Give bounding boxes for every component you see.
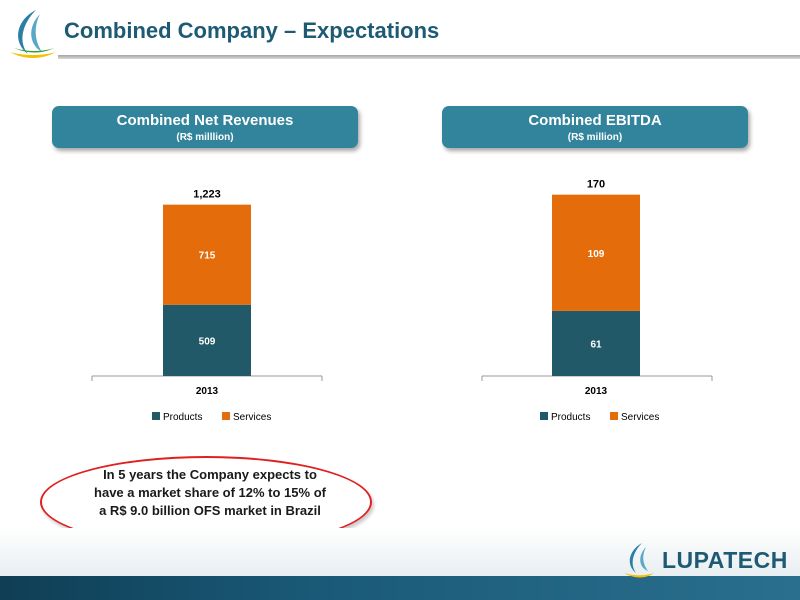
brand-swoosh-icon — [624, 543, 654, 578]
x-tick-label: 2013 — [585, 386, 608, 397]
ebitda-header-title: Combined EBITDA — [528, 112, 662, 129]
legend-label-products: Products — [551, 412, 590, 423]
brand-logo: LUPATECH — [622, 540, 788, 580]
legend-swatch-products — [152, 412, 160, 420]
lupatech-logo-icon — [10, 10, 56, 58]
bar-total-label: 170 — [587, 179, 605, 191]
bar-segment-products — [552, 310, 640, 376]
revenues-header: Combined Net Revenues (R$ milllion) — [52, 106, 358, 148]
bar-value-label: 61 — [590, 339, 602, 350]
footer-band — [0, 576, 800, 600]
bar-segment-products — [163, 304, 251, 376]
bar-value-label: 715 — [199, 251, 216, 262]
bar-value-label: 109 — [588, 249, 605, 260]
callout-text: In 5 years the Company expects to have a… — [94, 467, 326, 518]
bar-value-label: 509 — [199, 336, 216, 347]
legend-swatch-services — [610, 412, 618, 420]
bar-segment-services — [163, 204, 251, 305]
ebitda-header-subtitle: (R$ million) — [567, 132, 623, 143]
revenues-header-subtitle: (R$ milllion) — [176, 132, 234, 143]
title-divider — [58, 55, 800, 59]
bar-segment-services — [552, 194, 640, 311]
ebitda-header: Combined EBITDA (R$ million) — [442, 106, 748, 148]
revenues-header-title: Combined Net Revenues — [116, 112, 294, 129]
charts-canvas: 509 715 1,223 2013 Products Services 61 109 170 2… — [91, 179, 713, 423]
x-tick-label: 2013 — [196, 386, 219, 397]
legend-swatch-products — [540, 412, 548, 420]
brand-name: LUPATECH — [662, 546, 788, 573]
legend-label-services: Services — [233, 412, 271, 423]
page-title: Combined Company – Expectations — [64, 18, 440, 43]
legend-label-products: Products — [163, 412, 202, 423]
bar-total-label: 1,223 — [193, 189, 221, 201]
footer-shade — [0, 528, 800, 576]
legend-swatch-services — [222, 412, 230, 420]
legend-label-services: Services — [621, 412, 659, 423]
